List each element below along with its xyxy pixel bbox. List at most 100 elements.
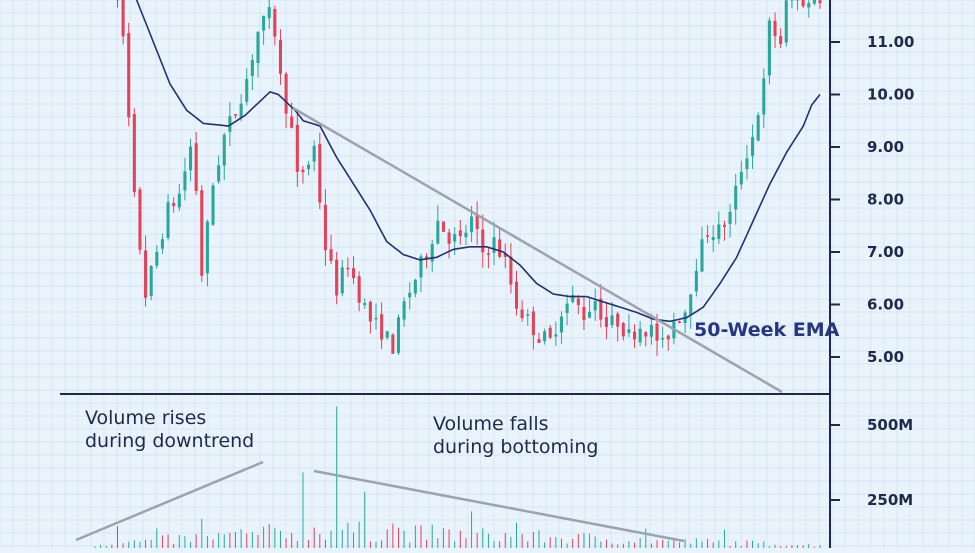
annotation-rise-line1: Volume rises	[85, 407, 206, 429]
candle-body	[167, 202, 170, 238]
candle-body	[678, 322, 681, 324]
candle-body	[453, 234, 456, 242]
candle-body	[509, 257, 512, 285]
candle-body	[335, 260, 338, 296]
candle-body	[639, 329, 642, 342]
price-tick-label: 5.00	[867, 348, 904, 366]
candle-body	[566, 304, 569, 313]
candle-body	[813, 0, 816, 4]
candle-body	[200, 190, 203, 276]
candles	[93, 0, 821, 356]
candle-body	[133, 114, 136, 192]
candle-body	[762, 78, 765, 114]
candle-body	[290, 116, 293, 127]
candle-body	[487, 253, 490, 255]
price-tick-label: 8.00	[867, 191, 904, 209]
candle-body	[374, 318, 377, 320]
candle-body	[588, 312, 591, 318]
candle-body	[785, 0, 788, 42]
candle-body	[144, 250, 147, 297]
candle-body	[560, 317, 563, 333]
candle-body	[150, 266, 153, 296]
candle-body	[251, 60, 254, 76]
candle-body	[526, 314, 529, 316]
volume-tick-label: 250M	[867, 491, 913, 509]
volume-tick-label: 500M	[867, 416, 913, 434]
candle-body	[481, 230, 484, 253]
candle-body	[492, 237, 495, 253]
candle-body	[448, 232, 451, 243]
ema-label: 50-Week EMA	[694, 319, 840, 341]
candle-body	[330, 249, 333, 261]
candle-body	[554, 334, 557, 336]
price-tick-label: 9.00	[867, 138, 904, 156]
candle-body	[442, 222, 445, 232]
candle-body	[313, 146, 316, 162]
candle-body	[740, 172, 743, 184]
candle-body	[521, 310, 524, 319]
candle-body	[470, 216, 473, 232]
candle-body	[189, 147, 192, 171]
candle-body	[532, 311, 535, 335]
candle-body	[633, 332, 636, 340]
candle-body	[779, 36, 782, 44]
candle-body	[211, 185, 214, 224]
candle-body	[178, 194, 181, 208]
candle-body	[358, 276, 361, 303]
candle-body	[346, 268, 349, 270]
candle-body	[498, 239, 501, 256]
candle-body	[436, 221, 439, 244]
candle-body	[138, 189, 141, 249]
candle-body	[380, 314, 383, 339]
candle-body	[256, 32, 259, 63]
candle-body	[352, 268, 355, 278]
candle-body	[307, 165, 310, 169]
candle-body	[386, 331, 389, 337]
annotation-fall-line1: Volume falls	[433, 413, 549, 435]
candle-body	[712, 237, 715, 240]
candle-body	[757, 115, 760, 141]
price-tick-label: 6.00	[867, 296, 904, 314]
candle-body	[768, 20, 771, 75]
candle-body	[285, 74, 288, 114]
candle-body	[341, 267, 344, 293]
candle-body	[661, 338, 664, 340]
candle-body	[537, 339, 540, 343]
candle-body	[774, 21, 777, 36]
candle-body	[217, 165, 220, 181]
candle-body	[717, 224, 720, 239]
candle-body	[667, 336, 670, 340]
candle-body	[318, 144, 321, 202]
candle-body	[459, 230, 462, 236]
annotation-rise-line2: during downtrend	[85, 430, 254, 452]
candle-body	[464, 233, 467, 237]
candle-body	[172, 203, 175, 206]
candle-body	[802, 0, 805, 6]
candle-body	[273, 9, 276, 37]
candle-body	[234, 114, 237, 116]
candle-body	[745, 158, 748, 169]
candle-body	[807, 3, 810, 8]
candle-body	[279, 40, 282, 74]
annotation-fall-line2: during bottoming	[433, 436, 598, 458]
candle-body	[605, 317, 608, 327]
candle-body	[751, 137, 754, 156]
candle-body	[729, 212, 732, 224]
price-tick-label: 7.00	[867, 243, 904, 261]
candle-body	[363, 303, 366, 305]
candle-body	[369, 302, 372, 322]
candle-body	[324, 205, 327, 250]
candle-body	[245, 79, 248, 102]
price-trendline	[293, 108, 782, 392]
candle-body	[627, 329, 630, 333]
candle-body	[818, 0, 821, 3]
candle-body	[650, 325, 653, 337]
volume-fall-trendline	[314, 471, 684, 541]
candle-body	[127, 33, 130, 117]
candle-body	[408, 293, 411, 298]
candle-body	[695, 271, 698, 292]
candle-body	[582, 307, 585, 320]
